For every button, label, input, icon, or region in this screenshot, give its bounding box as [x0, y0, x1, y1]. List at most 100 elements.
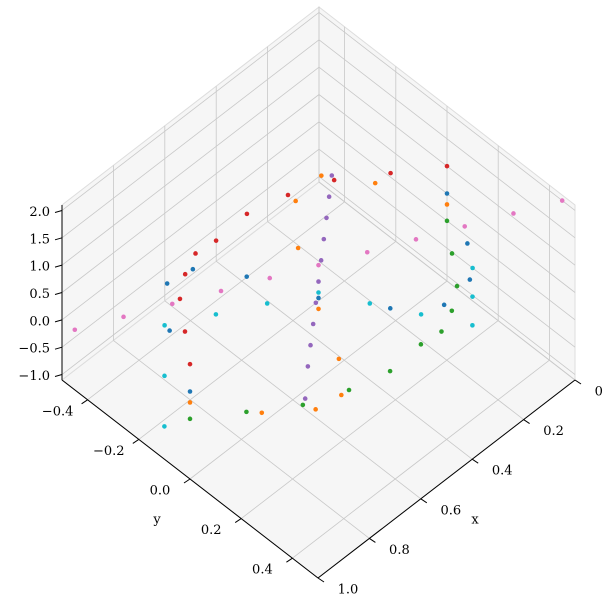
point — [321, 236, 327, 242]
point — [324, 215, 329, 221]
x-tick — [369, 537, 376, 543]
grid-line — [61, 176, 320, 375]
point — [559, 198, 565, 203]
point — [316, 306, 321, 312]
point — [444, 202, 450, 207]
z-tick — [54, 346, 63, 350]
z-tick-label: 0.0 — [29, 314, 50, 329]
point — [310, 321, 316, 327]
point — [387, 306, 393, 311]
x-tick — [317, 577, 325, 583]
x-tick-label: 0.4 — [492, 464, 513, 479]
point — [313, 407, 318, 412]
x-tick — [471, 458, 479, 464]
point — [316, 290, 321, 295]
grid-line — [318, 176, 576, 375]
point — [319, 173, 324, 178]
grid-line — [61, 148, 320, 348]
x-tick-label: 0.2 — [543, 424, 564, 439]
grid-line — [138, 241, 397, 440]
y-tick-label: −0.4 — [42, 404, 74, 419]
point — [162, 323, 167, 328]
point — [470, 323, 475, 328]
grid-line — [240, 320, 499, 519]
x-tick — [523, 419, 530, 425]
grid-line — [189, 280, 448, 480]
point — [305, 364, 311, 369]
x-tick-label: 0.0 — [595, 385, 603, 400]
z-tick-label: 1.0 — [29, 260, 50, 275]
point — [169, 301, 175, 307]
x-tick-label: 1.0 — [338, 583, 359, 598]
y-axis — [61, 379, 319, 579]
point — [364, 249, 370, 255]
point — [465, 241, 470, 246]
z-tick-label: −1.0 — [18, 369, 50, 384]
point — [444, 163, 450, 169]
x-axis — [317, 379, 576, 579]
grid-line — [61, 39, 320, 239]
point — [511, 211, 516, 216]
point — [293, 198, 298, 204]
point — [346, 387, 352, 393]
z-tick-label: −0.5 — [18, 342, 50, 357]
z-tick — [54, 292, 63, 295]
point — [336, 356, 342, 362]
point — [162, 424, 167, 429]
z-tick — [54, 237, 63, 241]
x-tick — [574, 379, 582, 385]
point — [316, 279, 321, 284]
y-tick — [286, 557, 293, 563]
point — [372, 180, 378, 186]
point — [162, 373, 167, 379]
point — [449, 251, 455, 256]
z-tick — [54, 209, 63, 213]
grid-line — [61, 94, 320, 293]
point — [387, 368, 393, 374]
grid-line — [87, 201, 345, 401]
point — [418, 342, 424, 347]
point — [193, 251, 198, 256]
point — [441, 302, 447, 308]
point — [413, 237, 419, 242]
point — [462, 224, 468, 229]
y-tick-label: 0.0 — [150, 484, 171, 499]
point — [121, 314, 126, 320]
x-tick-label: 0.8 — [389, 543, 410, 558]
y-tick — [183, 478, 191, 484]
z-tick-label: 2.0 — [29, 205, 50, 220]
z-tick-label: 0.5 — [29, 287, 50, 302]
y-tick — [81, 399, 88, 405]
point — [244, 409, 249, 415]
point — [244, 211, 250, 217]
z-tick — [54, 319, 63, 323]
grid-line — [318, 12, 576, 211]
y-tick-label: 0.2 — [201, 523, 222, 538]
point — [454, 283, 460, 289]
point — [259, 410, 265, 416]
point — [444, 191, 450, 196]
point — [308, 342, 313, 348]
point — [295, 245, 301, 251]
y-axis-label: y — [152, 513, 161, 528]
y-tick — [234, 518, 242, 524]
point — [470, 265, 475, 271]
point — [313, 300, 319, 306]
point — [470, 294, 475, 299]
grid-line — [61, 121, 320, 321]
z-tick — [54, 374, 63, 378]
point — [267, 275, 273, 281]
point — [329, 173, 335, 178]
x-tick — [420, 498, 428, 504]
point — [444, 218, 450, 224]
point — [167, 328, 172, 333]
point — [339, 392, 344, 398]
point — [264, 301, 270, 306]
point — [182, 329, 188, 334]
point — [285, 192, 291, 198]
point — [300, 402, 306, 408]
point — [72, 327, 78, 333]
x-tick-label: 0.6 — [440, 503, 461, 518]
point — [213, 312, 219, 317]
